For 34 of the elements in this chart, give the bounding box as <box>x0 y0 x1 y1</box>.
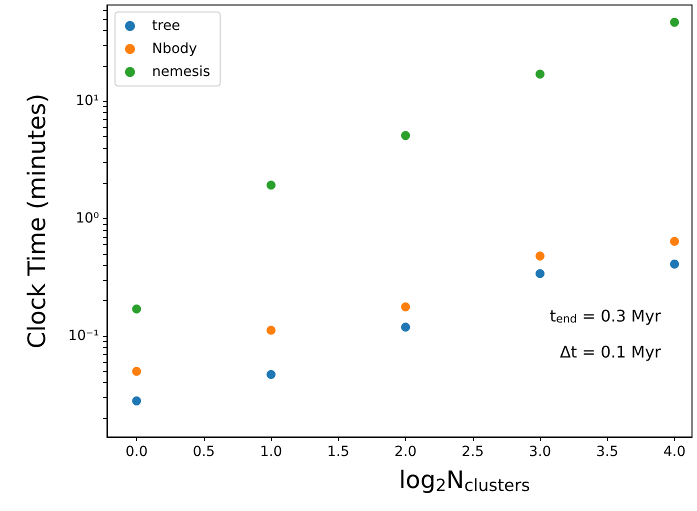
point <box>266 370 276 380</box>
point <box>536 269 545 278</box>
point <box>536 70 545 79</box>
legend-label: tree <box>152 18 180 34</box>
legend-label: Nbody <box>152 41 198 57</box>
point <box>401 131 410 140</box>
y-tick-label: 10⁰ <box>76 210 100 227</box>
x-tick-label: 3.5 <box>596 444 618 460</box>
point <box>266 180 276 190</box>
y-tick-label: 10¹ <box>76 93 99 110</box>
x-tick-label: 0.0 <box>125 444 148 460</box>
point <box>670 260 680 269</box>
annotation: Δt = 0.1 Myr <box>560 342 662 362</box>
point <box>670 18 680 27</box>
x-tick-label: 0.5 <box>192 444 215 460</box>
legend-label: nemesis <box>152 64 210 80</box>
x-tick-label: 2.5 <box>462 444 484 460</box>
x-tick-label: 1.5 <box>327 444 350 460</box>
point <box>401 302 410 312</box>
x-tick-label: 1.0 <box>260 444 282 460</box>
point <box>132 396 142 406</box>
annotation: tend = 0.3 Myr <box>550 306 662 326</box>
y-axis-title: Clock Time (minutes) <box>23 93 51 349</box>
y-tick-label: 10⁻¹ <box>68 328 99 344</box>
x-tick-label: 2.0 <box>394 444 417 460</box>
point <box>266 326 276 335</box>
x-tick-label: 3.0 <box>528 444 552 460</box>
x-tick-label: 4.0 <box>663 444 686 460</box>
point <box>401 322 410 332</box>
point <box>670 236 680 246</box>
x-axis-title: log2Nclusters <box>399 466 530 495</box>
point <box>132 304 142 314</box>
point <box>536 252 545 261</box>
point <box>132 366 142 376</box>
